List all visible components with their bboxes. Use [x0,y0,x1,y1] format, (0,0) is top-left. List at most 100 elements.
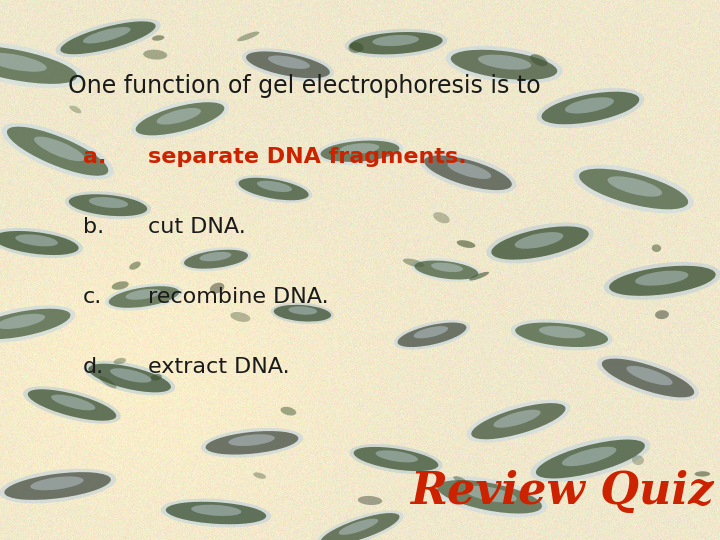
Ellipse shape [510,319,613,350]
Ellipse shape [192,505,241,516]
Ellipse shape [348,42,364,53]
Ellipse shape [7,127,108,176]
Ellipse shape [281,407,297,415]
Ellipse shape [451,50,557,80]
Ellipse shape [531,436,650,482]
Ellipse shape [268,56,310,69]
Text: c.: c. [83,287,102,307]
Ellipse shape [110,368,151,383]
Ellipse shape [1,123,114,179]
Ellipse shape [84,361,175,395]
Ellipse shape [446,46,562,84]
Ellipse shape [151,374,162,381]
Ellipse shape [432,476,547,517]
Ellipse shape [394,320,470,350]
Ellipse shape [515,232,563,249]
Ellipse shape [89,197,128,208]
Ellipse shape [289,306,317,315]
Ellipse shape [530,54,547,66]
Ellipse shape [69,105,81,113]
Ellipse shape [15,234,58,246]
Ellipse shape [486,222,594,264]
Ellipse shape [253,472,266,479]
Ellipse shape [437,480,542,514]
Ellipse shape [478,55,531,70]
Ellipse shape [201,428,303,458]
Text: a.: a. [83,146,106,167]
Ellipse shape [539,326,585,338]
Ellipse shape [161,498,271,528]
Ellipse shape [608,176,662,197]
Ellipse shape [135,102,225,136]
Ellipse shape [0,305,76,343]
Ellipse shape [83,27,130,44]
Ellipse shape [695,471,710,477]
Ellipse shape [0,469,116,503]
Ellipse shape [433,212,450,224]
Ellipse shape [109,286,179,308]
Ellipse shape [597,355,699,401]
Ellipse shape [565,97,614,113]
Ellipse shape [166,502,266,524]
Ellipse shape [242,49,334,81]
Text: One function of gel electrophoresis is to: One function of gel electrophoresis is t… [68,75,541,98]
Ellipse shape [345,29,447,58]
Text: d.: d. [83,357,104,377]
Ellipse shape [469,272,489,281]
Ellipse shape [447,161,491,179]
Ellipse shape [55,18,161,57]
Ellipse shape [456,240,475,248]
Ellipse shape [414,326,448,339]
Ellipse shape [105,284,183,310]
Ellipse shape [0,53,47,72]
Ellipse shape [403,259,425,267]
Ellipse shape [30,476,84,490]
Ellipse shape [112,281,129,290]
Ellipse shape [181,247,251,271]
Ellipse shape [376,450,418,462]
Ellipse shape [536,440,645,478]
Ellipse shape [424,156,512,190]
Ellipse shape [0,309,71,339]
Ellipse shape [472,403,565,440]
Ellipse shape [354,447,438,471]
Ellipse shape [317,138,403,165]
Ellipse shape [349,444,443,474]
Ellipse shape [206,431,298,455]
Ellipse shape [493,410,541,428]
Ellipse shape [228,434,275,446]
Ellipse shape [320,513,400,540]
Ellipse shape [237,31,259,41]
Ellipse shape [320,140,400,162]
Ellipse shape [0,231,78,255]
Ellipse shape [411,258,482,282]
Text: recombine DNA.: recombine DNA. [148,287,328,307]
Ellipse shape [420,152,516,193]
Ellipse shape [143,50,167,59]
Ellipse shape [349,32,443,55]
Text: b.: b. [83,217,104,237]
Ellipse shape [184,249,248,269]
Ellipse shape [340,143,379,154]
Ellipse shape [125,289,161,300]
Ellipse shape [114,358,126,365]
Ellipse shape [632,455,644,465]
Text: Review Quiz: Review Quiz [410,470,714,513]
Ellipse shape [372,35,419,46]
Ellipse shape [464,486,517,503]
Ellipse shape [652,244,661,252]
Ellipse shape [257,181,292,192]
Text: cut DNA.: cut DNA. [148,217,246,237]
Ellipse shape [230,312,251,322]
Ellipse shape [152,35,164,40]
Ellipse shape [579,168,688,210]
Ellipse shape [99,376,117,388]
Ellipse shape [491,226,589,260]
Ellipse shape [246,51,330,78]
Text: separate DNA fragments.: separate DNA fragments. [148,146,467,167]
Ellipse shape [89,363,171,393]
Ellipse shape [655,310,669,319]
Ellipse shape [0,42,84,88]
Ellipse shape [210,282,225,294]
Ellipse shape [541,92,639,124]
